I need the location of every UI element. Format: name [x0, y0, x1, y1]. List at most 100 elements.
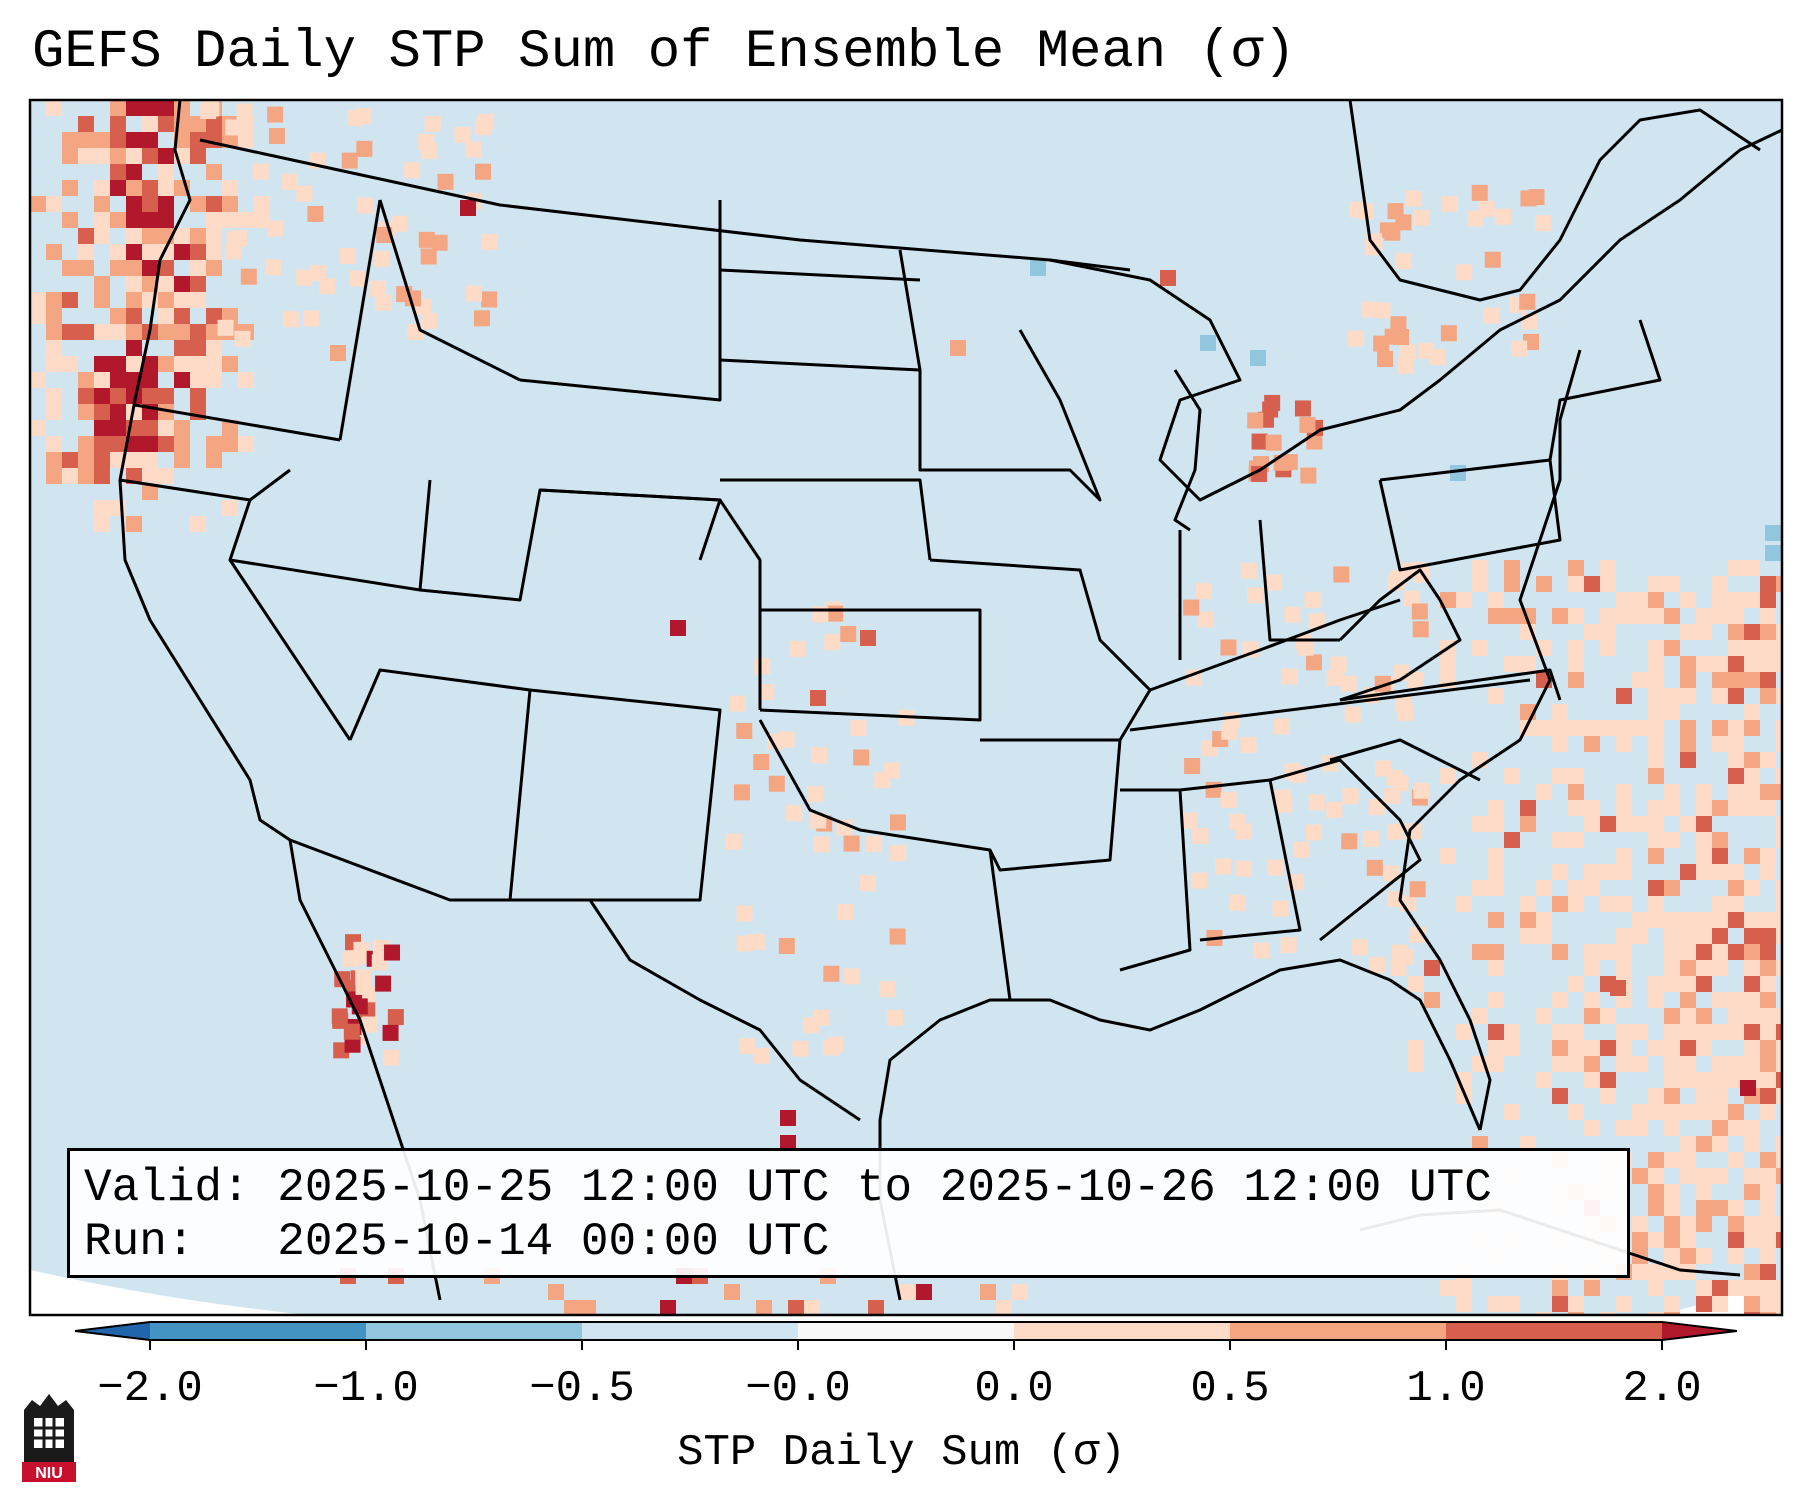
stp-cell [1299, 416, 1316, 433]
stp-cell [1568, 640, 1584, 656]
stp-cell [30, 420, 46, 436]
stp-cell [754, 658, 771, 675]
stp-cell [1504, 608, 1520, 624]
stp-cell [1664, 832, 1680, 848]
stp-cell [1273, 718, 1290, 735]
stp-cell [1183, 599, 1200, 616]
stp-cell [158, 324, 174, 340]
stp-cell [1326, 801, 1343, 818]
stp-cell [1408, 976, 1424, 992]
stp-cell [1696, 864, 1712, 880]
stp-cell [1467, 210, 1484, 227]
stp-cell [1776, 832, 1782, 848]
stp-cell [1712, 960, 1728, 976]
stp-cell [1680, 1024, 1696, 1040]
stp-cell [1744, 1056, 1760, 1072]
stp-cell [1728, 992, 1744, 1008]
stp-cell [1397, 357, 1414, 374]
stp-cell [190, 388, 206, 404]
stp-cell [1728, 640, 1744, 656]
stp-cell [30, 196, 46, 212]
stp-cell [1584, 1008, 1600, 1024]
stp-cell [355, 978, 372, 995]
stp-cell [1520, 656, 1536, 672]
stp-cell [900, 1284, 916, 1300]
state-wa-or [134, 403, 341, 442]
stp-cell [1568, 1312, 1584, 1315]
stp-cell [174, 420, 190, 436]
stp-cell [1728, 912, 1744, 928]
stp-cell [110, 324, 126, 340]
stp-cell [1728, 720, 1744, 736]
stp-cell [110, 356, 126, 372]
stp-cell [1744, 960, 1760, 976]
colorbar-tick: 2.0 [1622, 1364, 1702, 1414]
stp-cell [62, 132, 78, 148]
stp-cell [1744, 640, 1760, 656]
stp-cell [240, 268, 257, 285]
stp-cell [1744, 1296, 1760, 1312]
stp-cell [1712, 688, 1728, 704]
stp-cell [344, 1036, 361, 1053]
stp-cell [1536, 880, 1552, 896]
stp-cell [1293, 841, 1310, 858]
stp-cell [1648, 1168, 1664, 1184]
stp-cell [859, 875, 876, 892]
stp-cell [46, 356, 62, 372]
stp-cell [1030, 260, 1046, 276]
stp-cell [142, 452, 158, 468]
stp-cell [94, 404, 110, 420]
stp-cell [1552, 832, 1568, 848]
stp-cell [1340, 675, 1357, 692]
stp-cell [142, 372, 158, 388]
stp-cell [1648, 656, 1664, 672]
stp-cell [1600, 944, 1616, 960]
stp-cell [1776, 656, 1782, 672]
stp-cell [94, 420, 110, 436]
stp-cell [1648, 816, 1664, 832]
stp-cell [1535, 215, 1552, 232]
stp-cell [1680, 1216, 1696, 1232]
stp-cell [1552, 1024, 1568, 1040]
stp-cell [126, 212, 142, 228]
stp-cell [1744, 624, 1760, 640]
stp-cell [158, 292, 174, 308]
stp-cell [46, 324, 62, 340]
stp-cell [1744, 1136, 1760, 1152]
stp-cell [1247, 587, 1264, 604]
state-nm-tx [529, 688, 722, 902]
stp-cell [126, 132, 142, 148]
stp-cell [1680, 736, 1696, 752]
stp-cell [1680, 624, 1696, 640]
stp-cell [383, 1049, 400, 1066]
stp-cell [1696, 832, 1712, 848]
stp-cell [222, 420, 238, 436]
stp-cell [1488, 1040, 1504, 1056]
stp-cell [1552, 1296, 1568, 1312]
stp-cell [1520, 800, 1536, 816]
stp-cell [780, 1110, 796, 1126]
stp-cell [1696, 1296, 1712, 1312]
stp-cell [1424, 960, 1440, 976]
stp-cell [1648, 1232, 1664, 1248]
stp-cell [1568, 976, 1584, 992]
stp-cell [1472, 1008, 1488, 1024]
stp-cell [190, 340, 206, 356]
niu-logo: NIU [22, 1394, 76, 1482]
stp-cell [1342, 788, 1359, 805]
stp-cell [853, 749, 870, 766]
stp-cell [1648, 752, 1664, 768]
stp-cell [1632, 1024, 1648, 1040]
stp-cell [46, 468, 62, 484]
stp-cell [142, 116, 158, 132]
stp-cell [206, 212, 222, 228]
stp-cell [174, 292, 190, 308]
stp-cell [200, 103, 217, 120]
stp-cell [1760, 1040, 1776, 1056]
stp-cell [1728, 1152, 1744, 1168]
state-sc-nc [1329, 738, 1481, 782]
stp-cell [1760, 624, 1776, 640]
stp-cell [110, 436, 126, 452]
valid-run-box: Valid: 2025-10-25 12:00 UTC to 2025-10-2… [67, 1148, 1630, 1278]
stp-cell [424, 115, 441, 132]
